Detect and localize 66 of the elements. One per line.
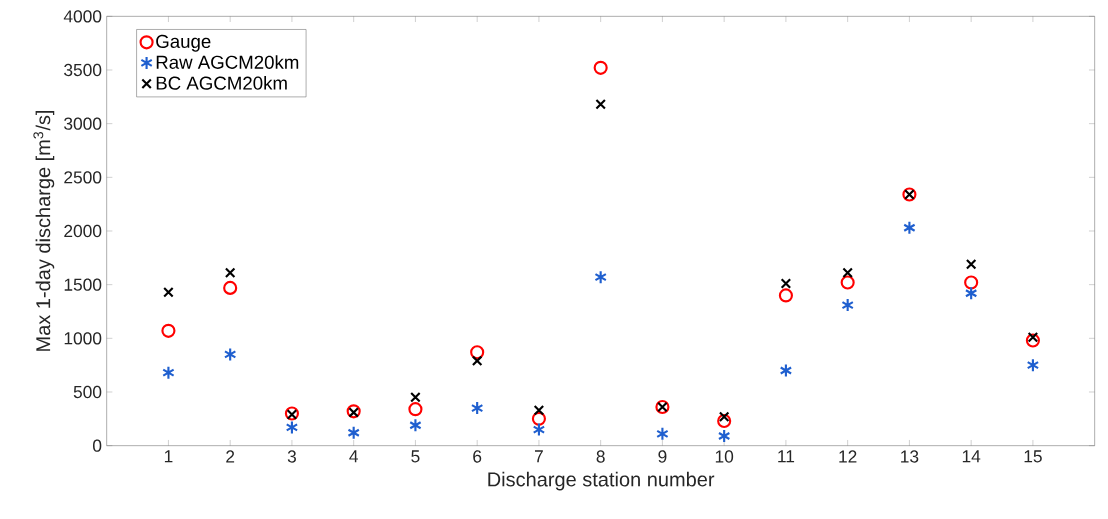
point — [161, 323, 176, 339]
y-tick-label: 3000 — [64, 117, 102, 130]
point — [780, 278, 792, 290]
x-tick-label: 13 — [901, 450, 919, 463]
x-tick-label: 3 — [287, 450, 296, 463]
x-tick-label: 9 — [658, 450, 667, 463]
legend-label: BC AGCM20km — [156, 76, 287, 90]
y-tick-label: 3500 — [64, 64, 102, 77]
point — [964, 286, 978, 301]
point — [595, 99, 606, 110]
point — [964, 275, 979, 290]
y-tick-label: 1000 — [64, 332, 102, 345]
x-tick-label: 1 — [164, 450, 173, 463]
point — [656, 426, 669, 442]
point — [163, 287, 174, 298]
x-tick-label: 12 — [839, 450, 857, 463]
point — [162, 365, 175, 380]
legend-label: Gauge — [156, 34, 211, 52]
point — [718, 411, 730, 423]
x-tick-label: 7 — [535, 450, 543, 463]
x-tick-label: 5 — [411, 450, 420, 463]
point — [1025, 333, 1040, 348]
x-tick-label: 2 — [226, 450, 235, 463]
x-tick-label: 8 — [596, 450, 605, 463]
x-tick-label: 10 — [715, 450, 734, 463]
point — [224, 267, 236, 279]
point — [842, 267, 853, 279]
y-tick-label: 4000 — [63, 10, 102, 23]
x-axis-title: Discharge station number — [488, 471, 715, 491]
point — [223, 280, 238, 296]
point — [779, 363, 793, 378]
point — [717, 429, 731, 444]
point — [1026, 358, 1040, 373]
point — [532, 422, 546, 437]
y-tick-label: 0 — [93, 439, 102, 452]
x-tick-label: 15 — [1024, 450, 1042, 463]
point — [531, 411, 546, 427]
point — [903, 220, 916, 236]
point — [841, 298, 854, 313]
x-tick-label: 11 — [778, 450, 795, 463]
point — [778, 288, 793, 303]
point — [840, 275, 855, 290]
y-tick-label: 2500 — [64, 171, 102, 184]
point — [223, 347, 237, 362]
point — [470, 401, 484, 416]
point — [471, 355, 483, 367]
point — [717, 414, 732, 429]
x-tick-label: 4 — [349, 450, 358, 463]
point — [285, 420, 299, 435]
point — [593, 60, 608, 76]
point — [1027, 332, 1039, 343]
point — [409, 418, 422, 433]
point — [470, 345, 485, 360]
point — [410, 392, 421, 403]
y-axis-title: Max 1-day discharge [m$^{3}$/s] — [33, 111, 55, 352]
y-tick-label: 1500 — [64, 278, 102, 291]
x-tick-label: 14 — [962, 450, 981, 463]
legend-label: Raw AGCM20km — [156, 55, 299, 70]
point — [533, 405, 545, 416]
point — [408, 402, 423, 417]
point — [347, 425, 360, 441]
point — [965, 259, 977, 270]
point — [594, 270, 607, 285]
y-tick-label: 500 — [73, 386, 102, 399]
x-tick-label: 6 — [473, 450, 482, 463]
y-tick-label: 2000 — [64, 225, 102, 238]
